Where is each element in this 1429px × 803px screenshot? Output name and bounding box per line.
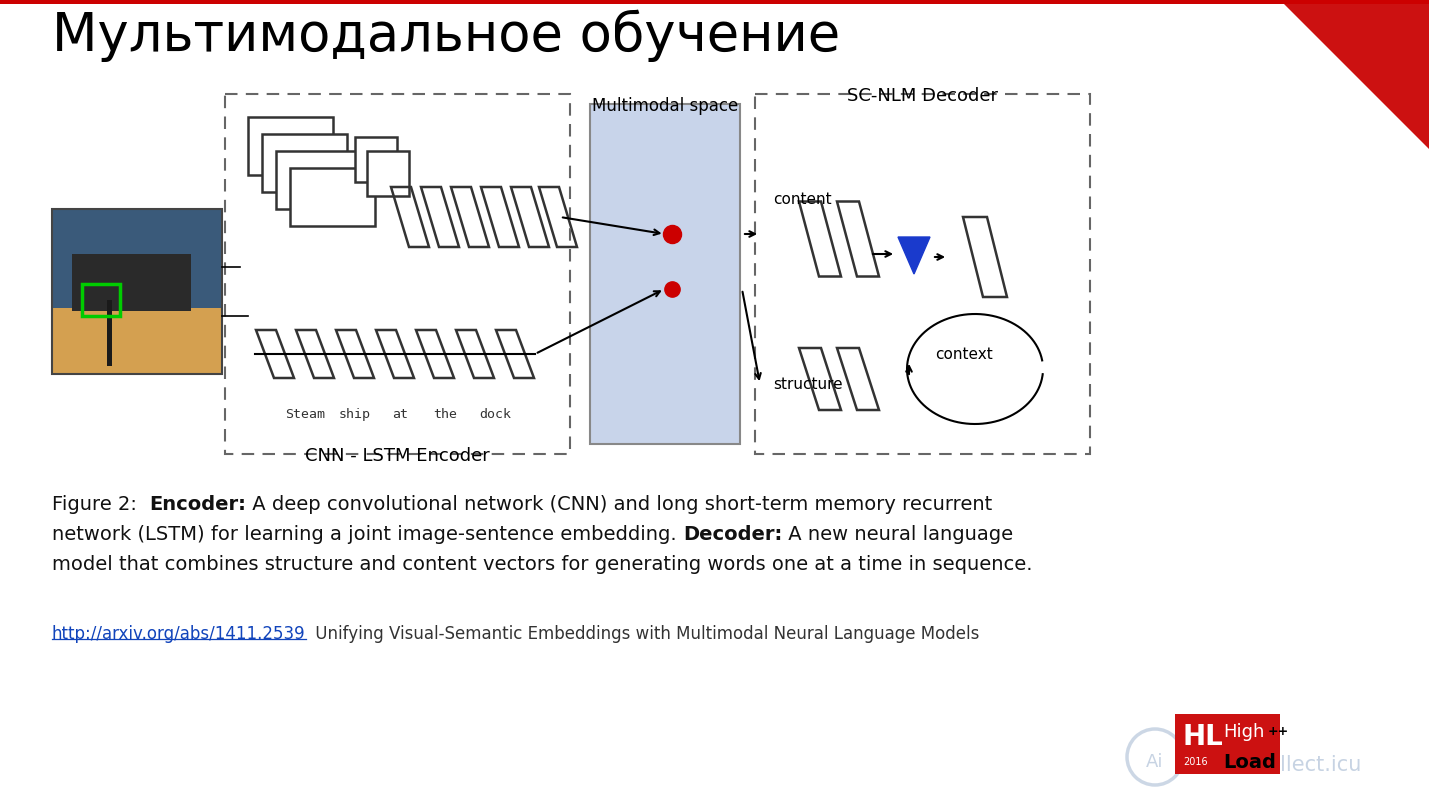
Bar <box>81 285 120 317</box>
Text: Load: Load <box>1223 752 1276 771</box>
Text: SC-NLM Decoder: SC-NLM Decoder <box>847 87 997 105</box>
Text: Multimodal space: Multimodal space <box>592 97 739 115</box>
Bar <box>71 255 191 312</box>
Polygon shape <box>1279 0 1429 150</box>
Text: at: at <box>392 407 409 421</box>
Text: A new neural language: A new neural language <box>782 524 1013 544</box>
Text: CNN - LSTM Encoder: CNN - LSTM Encoder <box>306 446 490 464</box>
Text: Decoder:: Decoder: <box>683 524 782 544</box>
Bar <box>1175 714 1280 774</box>
Text: Encoder:: Encoder: <box>150 495 246 513</box>
Text: 2016: 2016 <box>1183 756 1208 766</box>
Text: HL: HL <box>1183 722 1223 750</box>
Polygon shape <box>897 238 930 275</box>
Text: Figure 2:: Figure 2: <box>51 495 150 513</box>
Text: Unifying Visual-Semantic Embeddings with Multimodal Neural Language Models: Unifying Visual-Semantic Embeddings with… <box>310 624 979 642</box>
Text: http://arxiv.org/abs/1411.2539: http://arxiv.org/abs/1411.2539 <box>51 624 306 642</box>
Bar <box>51 210 221 308</box>
Text: dock: dock <box>479 407 512 421</box>
Bar <box>354 138 397 183</box>
Bar <box>51 308 221 374</box>
Bar <box>107 300 111 366</box>
Text: Ai: Ai <box>1146 752 1163 770</box>
Bar <box>51 210 221 374</box>
Bar <box>367 152 409 197</box>
Bar <box>249 118 333 176</box>
Text: network (LSTM) for learning a joint image-sentence embedding.: network (LSTM) for learning a joint imag… <box>51 524 683 544</box>
Text: A deep convolutional network (CNN) and long short-term memory recurrent: A deep convolutional network (CNN) and l… <box>246 495 993 513</box>
Text: Мультимодальное обучение: Мультимодальное обучение <box>51 10 840 63</box>
Text: ship: ship <box>339 407 372 421</box>
Text: Steam: Steam <box>284 407 324 421</box>
Text: the: the <box>433 407 457 421</box>
Text: structure: structure <box>773 377 843 392</box>
Bar <box>0 0 1429 5</box>
Bar <box>290 169 374 226</box>
Bar <box>276 152 362 210</box>
Text: content: content <box>773 192 832 207</box>
Text: intellect.icu: intellect.icu <box>1240 754 1362 774</box>
Text: context: context <box>935 347 993 362</box>
Bar <box>262 135 347 193</box>
Bar <box>590 105 740 444</box>
Text: model that combines structure and content vectors for generating words one at a : model that combines structure and conten… <box>51 554 1033 573</box>
Text: ++: ++ <box>1268 724 1289 737</box>
Text: High: High <box>1223 722 1265 740</box>
